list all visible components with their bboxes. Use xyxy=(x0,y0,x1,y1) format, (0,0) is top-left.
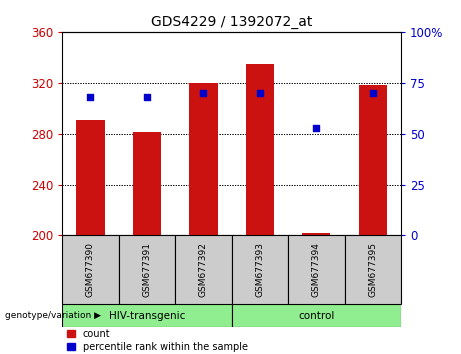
Text: control: control xyxy=(298,311,335,321)
Bar xyxy=(118,235,175,304)
Text: HIV-transgenic: HIV-transgenic xyxy=(109,311,185,321)
Text: GSM677393: GSM677393 xyxy=(255,242,265,297)
Bar xyxy=(302,233,331,235)
Text: genotype/variation ▶: genotype/variation ▶ xyxy=(5,312,100,320)
Point xyxy=(313,125,320,130)
Bar xyxy=(77,120,105,235)
Legend: count, percentile rank within the sample: count, percentile rank within the sample xyxy=(67,329,248,352)
Point xyxy=(143,94,151,100)
Bar xyxy=(175,235,231,304)
Point xyxy=(369,90,377,96)
Bar xyxy=(344,235,401,304)
Bar xyxy=(246,64,274,235)
Point xyxy=(256,90,264,96)
Bar xyxy=(231,304,401,327)
Text: GSM677391: GSM677391 xyxy=(142,242,152,297)
Text: GSM677394: GSM677394 xyxy=(312,242,321,297)
Point xyxy=(87,94,94,100)
Bar xyxy=(359,85,387,235)
Bar xyxy=(288,235,344,304)
Text: GSM677390: GSM677390 xyxy=(86,242,95,297)
Title: GDS4229 / 1392072_at: GDS4229 / 1392072_at xyxy=(151,16,313,29)
Bar xyxy=(62,304,231,327)
Bar xyxy=(133,132,161,235)
Point xyxy=(200,90,207,96)
Bar xyxy=(62,235,118,304)
Text: GSM677395: GSM677395 xyxy=(368,242,378,297)
Bar xyxy=(189,83,218,235)
Bar xyxy=(231,235,288,304)
Text: GSM677392: GSM677392 xyxy=(199,242,208,297)
